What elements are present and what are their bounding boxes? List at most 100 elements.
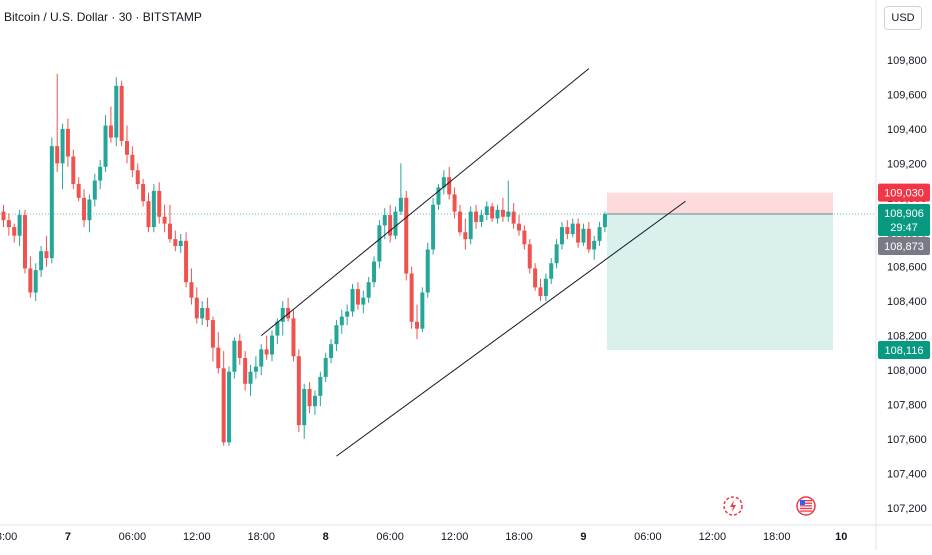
candle-body — [76, 184, 81, 198]
candle-body — [576, 223, 581, 243]
candle — [184, 232, 189, 288]
candle — [350, 283, 355, 317]
candle-body — [420, 292, 425, 329]
candle — [334, 320, 339, 352]
candle-body — [409, 273, 414, 322]
candle — [216, 332, 221, 374]
candle-body — [60, 128, 65, 164]
candle — [291, 309, 296, 362]
y-tick-label: 109,600 — [887, 89, 927, 101]
candle — [565, 220, 570, 240]
candle-body — [216, 347, 221, 369]
candle — [474, 204, 479, 229]
candle — [500, 197, 505, 222]
candle-body — [463, 232, 468, 240]
candle-body — [6, 220, 11, 228]
flash-icon — [723, 496, 743, 516]
us-flag-icon — [796, 496, 816, 516]
candle — [312, 390, 317, 415]
candle-body — [135, 170, 140, 185]
candle — [119, 80, 124, 147]
candle-body — [22, 215, 27, 269]
currency-selector[interactable]: USD — [884, 6, 922, 30]
candle — [602, 211, 607, 233]
x-tick-label: 12:00 — [699, 531, 727, 543]
x-tick-label: 18:00 — [0, 531, 17, 543]
y-tick-label: 107,200 — [887, 503, 927, 515]
candle — [597, 221, 602, 247]
y-tick-label: 107,800 — [887, 399, 927, 411]
candle-body — [275, 321, 280, 336]
candle-body — [554, 244, 559, 264]
candle-body — [243, 357, 248, 384]
candle-body — [474, 211, 479, 222]
x-tick-label: 06:00 — [634, 531, 662, 543]
candle-body — [221, 368, 226, 443]
candle-body — [447, 177, 452, 195]
candle-body — [82, 197, 87, 221]
candle-body — [296, 356, 301, 426]
candle-body — [17, 215, 22, 236]
candle-body — [280, 308, 285, 322]
candle-body — [495, 209, 500, 219]
candle-body — [500, 209, 505, 217]
stop-price-text: 109,030 — [884, 188, 924, 200]
candle — [200, 301, 205, 326]
candle-body — [490, 206, 495, 219]
candle-body — [103, 125, 108, 167]
candle — [414, 304, 419, 340]
candle-body — [270, 335, 274, 355]
candle-body — [71, 156, 76, 185]
candle-body — [162, 216, 167, 224]
candle — [463, 218, 468, 250]
candle — [522, 225, 527, 250]
candle-body — [372, 261, 377, 283]
candle-body — [484, 206, 489, 216]
candle-body — [114, 85, 119, 138]
candle-body — [141, 184, 146, 202]
candle — [517, 215, 522, 236]
candle — [33, 263, 38, 302]
candle-body — [559, 227, 564, 245]
candle-body — [361, 297, 366, 305]
candle-body — [210, 320, 215, 348]
candle-body — [345, 311, 350, 317]
candle — [484, 201, 489, 221]
candle-body — [264, 349, 269, 355]
current-price-label: 108,906 29:47 — [878, 204, 930, 237]
prev-price-label: 108,873 — [878, 237, 930, 256]
candle-body — [527, 244, 532, 269]
candle-body — [248, 371, 253, 384]
candle — [49, 137, 54, 264]
x-tick-label: 06:00 — [376, 531, 404, 543]
candle-body — [431, 204, 436, 250]
candle-body — [339, 316, 344, 326]
y-tick-label: 109,200 — [887, 158, 927, 170]
chart-title: Bitcoin / U.S. Dollar · 30 · BITSTAMP — [4, 10, 202, 24]
candle — [146, 192, 151, 233]
candle — [28, 256, 33, 298]
candle — [162, 204, 167, 233]
candle — [570, 218, 575, 238]
x-tick-label: 18:00 — [247, 531, 275, 543]
candle — [490, 202, 495, 222]
candle — [393, 206, 398, 240]
candle — [339, 309, 344, 334]
take-profit-zone — [606, 214, 833, 351]
candle — [468, 206, 473, 245]
candle-body — [194, 297, 199, 319]
candle — [436, 184, 441, 210]
candle-body — [184, 240, 189, 283]
x-tick-label: 9 — [580, 531, 586, 543]
x-tick-label: 18:00 — [763, 531, 791, 543]
candle-body — [323, 357, 328, 377]
candle-body — [125, 140, 130, 155]
candle — [71, 149, 76, 190]
candle — [205, 297, 210, 327]
candle — [581, 223, 586, 247]
candle-body — [189, 282, 194, 298]
candle-body — [49, 146, 54, 259]
candle-body — [479, 215, 484, 222]
